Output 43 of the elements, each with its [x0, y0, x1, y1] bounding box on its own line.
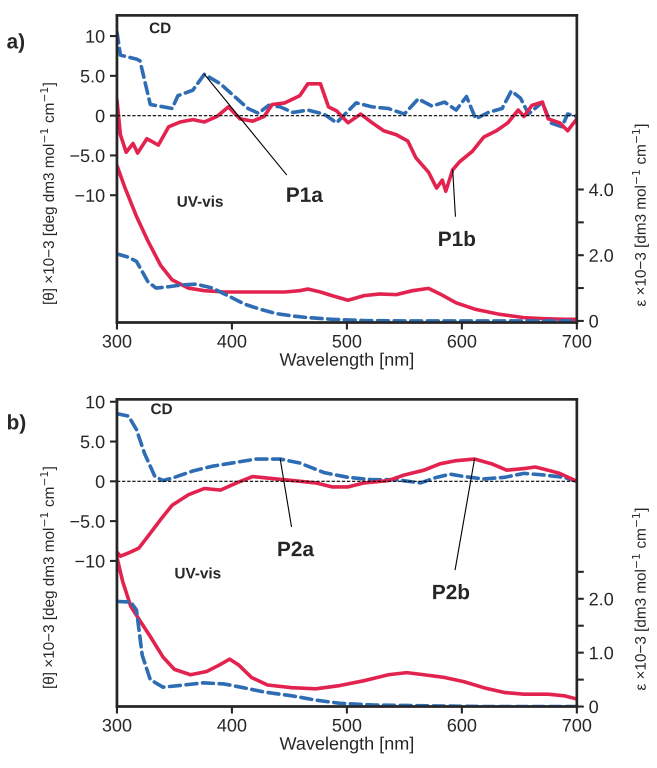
y2-axis-title: ε ×10−3 [dm3 mol$^{−1}$ cm$^{−1}$]: [632, 124, 649, 306]
x-tick-label: 300: [102, 718, 132, 732]
y-tick-label: 10: [86, 396, 104, 408]
annotation: CD: [150, 22, 171, 34]
y-axis-title: [θ] ×10−3 [deg dm3 mol$^{−1}$ cm$^{−1}$]: [40, 83, 58, 304]
y-tick-label: 5.0: [80, 70, 104, 83]
text: a): [7, 33, 24, 53]
text: b): [8, 414, 26, 434]
x-tick-label: 500: [332, 334, 362, 348]
x-tick-label: 500: [332, 718, 362, 732]
annotation: CD: [151, 403, 172, 414]
annotation: P2b: [433, 584, 470, 600]
y-tick-label: −5.0: [70, 149, 104, 162]
y2-tick-label: 0: [589, 314, 598, 328]
x-tick-label: 300: [102, 334, 132, 348]
y-tick-label: 10: [86, 30, 104, 43]
x-tick-label: 600: [448, 334, 476, 348]
y-tick-label: −10: [75, 189, 104, 202]
y-tick-label: −10: [75, 554, 104, 568]
annotation: UV-vis: [178, 196, 223, 207]
y-tick-label: 5.0: [80, 435, 104, 448]
annotation: P1b: [439, 230, 476, 246]
y2-tick-label: 4.0: [589, 183, 614, 196]
y-tick-label: −5.0: [70, 515, 104, 528]
y-tick-label: 0: [96, 475, 104, 488]
y2-axis-title: ε ×10−3 [dm3 mol$^{−1}$ cm$^{−1}$]: [632, 508, 649, 690]
y2-tick-label: 2.0: [590, 249, 614, 262]
y2-tick-label: 0: [589, 700, 598, 714]
x-tick-label: 400: [217, 718, 246, 732]
y-axis-title: [θ] ×10−3 [deg dm3 mol$^{−1}$ cm$^{−1}$]: [40, 467, 58, 688]
annotation: P2a: [278, 542, 314, 556]
y-tick-label: 0: [96, 110, 104, 122]
x-axis-title: Wavelength [nm]: [280, 736, 414, 754]
y2-tick-label: 2.0: [590, 592, 614, 606]
line-series: [116, 164, 577, 322]
x-tick-label: 700: [562, 334, 592, 348]
annotation: UV-vis: [175, 567, 221, 579]
x-axis-title: Wavelength [nm]: [280, 352, 414, 370]
annotation: P1a: [287, 188, 323, 202]
x-tick-label: 600: [448, 718, 476, 732]
x-tick-label: 400: [217, 334, 246, 348]
y2-tick-label: 1.0: [590, 646, 614, 660]
x-tick-label: 700: [562, 718, 592, 732]
